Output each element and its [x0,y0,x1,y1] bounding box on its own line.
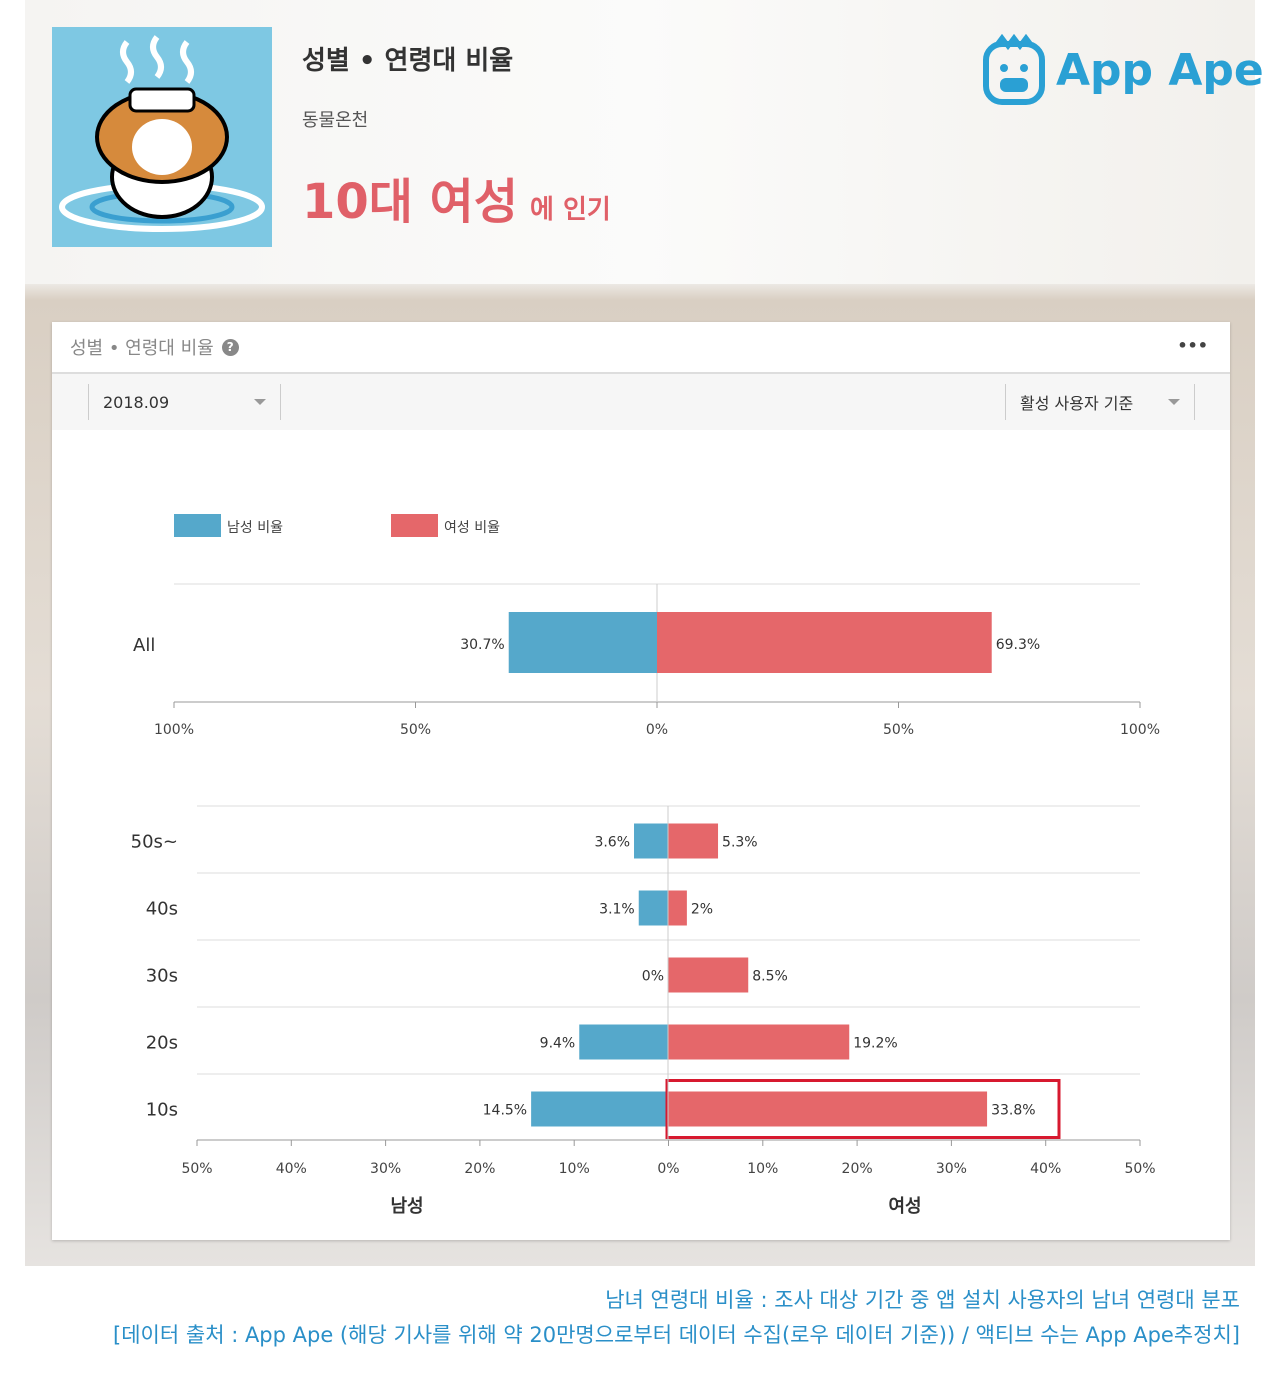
help-icon[interactable]: ? [221,338,239,356]
more-menu-button[interactable]: ••• [1177,336,1208,355]
bar-female-30s [668,957,749,993]
bar-female-20s [668,1024,850,1060]
x-tick-label: 30% [370,1161,401,1177]
category-label: 30s [146,966,178,987]
header-title: 성별 • 연령대 비율 [302,46,514,76]
highlight-box [665,1079,1061,1139]
bar-label-male: 9.4% [540,1036,576,1052]
x-tick-label: 50% [400,722,431,738]
category-label: 50s~ [131,832,178,853]
chart-card: 성별 • 연령대 비율? ••• 2018.09 활성 사용자 기준 [52,322,1230,1240]
bar-label-male: 30.7% [460,637,504,653]
category-label: All [133,635,155,656]
x-tick-label: 40% [1030,1161,1061,1177]
bar-male-10s [531,1091,668,1127]
legend-label-male: 남성 비율 [227,520,283,536]
bar-female-40s [668,890,687,926]
category-label: 40s [146,899,178,920]
x-tick-label: 20% [464,1161,495,1177]
popular-suffix: 에 인기 [530,195,611,225]
bar-label-male: 3.6% [594,835,630,851]
popular-segment: 10대 여성 [302,174,518,230]
bar-label-male: 3.1% [599,902,635,918]
bar-label-female: 5.3% [722,835,758,851]
x-tick-label: 30% [936,1161,967,1177]
bar-label-female: 69.3% [996,637,1040,653]
chevron-down-icon [254,399,266,405]
legend: 남성 비율 여성 비율 [174,514,500,537]
x-tick-label: 10% [747,1161,778,1177]
legend-swatch-female [391,514,438,537]
x-tick-label: 50% [1124,1161,1155,1177]
date-value: 2018.09 [103,392,170,412]
date-select[interactable]: 2018.09 [88,384,281,420]
footnote-line-1: 남녀 연령대 비율 : 조사 대상 기간 중 앱 설치 사용자의 남녀 연령대 … [605,1288,1240,1312]
x-label-male: 남성 [390,1196,423,1217]
legend-swatch-male [174,514,221,537]
x-tick-label: 0% [646,722,668,738]
x-tick-label: 10% [559,1161,590,1177]
bar-label-female: 19.2% [853,1036,897,1052]
category-label: 10s [146,1100,178,1121]
bar-female-all [657,612,992,673]
popular-headline: 10대 여성 에 인기 [302,162,611,232]
card-title: 성별 • 연령대 비율 [70,338,214,359]
category-label: 20s [146,1033,178,1054]
bar-label-female: 2% [691,902,713,918]
legend-label-female: 여성 비율 [444,520,500,536]
x-tick-label: 40% [276,1161,307,1177]
bar-male-20s [579,1024,668,1060]
bar-label-male: 0% [642,969,664,985]
basis-value: 활성 사용자 기준 [1020,394,1134,413]
toolbar: 2018.09 활성 사용자 기준 [52,374,1230,430]
bar-label-male: 14.5% [483,1103,527,1119]
x-label-female: 여성 [888,1196,921,1217]
x-tick-label: 50% [181,1161,212,1177]
x-tick-label: 50% [883,722,914,738]
bar-female-50s~ [668,823,719,859]
monkey-logo-icon [983,34,1045,105]
app-ape-logo: App Ape [982,34,1264,106]
bar-label-female: 8.5% [752,969,788,985]
x-tick-label: 100% [154,722,194,738]
x-tick-label: 20% [842,1161,873,1177]
basis-select[interactable]: 활성 사용자 기준 [1005,384,1195,420]
x-tick-label: 100% [1120,722,1160,738]
chevron-down-icon [1168,399,1180,405]
footnote-line-2: [데이터 출처 : App Ape (해당 기사를 위해 약 20만명으로부터 … [113,1323,1240,1347]
app-name: 동물온천 [302,110,369,131]
bar-female-10s [668,1091,988,1127]
x-tick-label: 0% [657,1161,679,1177]
bar-male-all [508,612,657,673]
bar-male-50s~ [634,823,668,859]
app-icon [52,27,272,247]
bar-label-female: 33.8% [991,1103,1035,1119]
bar-male-40s [638,890,668,926]
logo-text: App Ape [1056,44,1264,96]
card-header: 성별 • 연령대 비율? [52,322,1230,374]
